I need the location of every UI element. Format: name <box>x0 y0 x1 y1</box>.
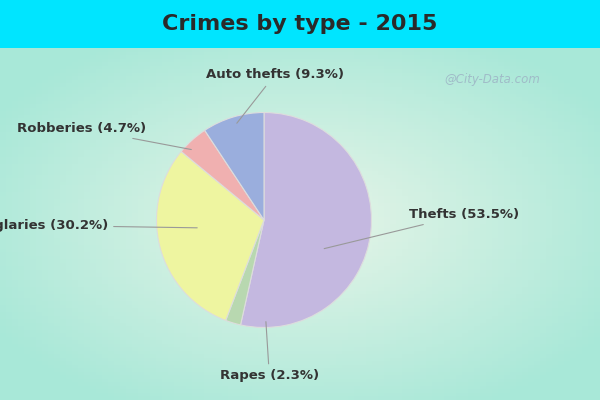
Wedge shape <box>226 220 264 325</box>
Text: Crimes by type - 2015: Crimes by type - 2015 <box>163 14 437 34</box>
Wedge shape <box>205 112 264 220</box>
Wedge shape <box>241 112 371 328</box>
Wedge shape <box>157 152 264 320</box>
Text: Rapes (2.3%): Rapes (2.3%) <box>220 322 319 382</box>
Text: Robberies (4.7%): Robberies (4.7%) <box>17 122 191 150</box>
Text: @City-Data.com: @City-Data.com <box>444 74 540 86</box>
Text: Thefts (53.5%): Thefts (53.5%) <box>324 208 519 249</box>
Text: Auto thefts (9.3%): Auto thefts (9.3%) <box>206 68 344 123</box>
Wedge shape <box>181 130 264 220</box>
Text: Burglaries (30.2%): Burglaries (30.2%) <box>0 219 197 232</box>
